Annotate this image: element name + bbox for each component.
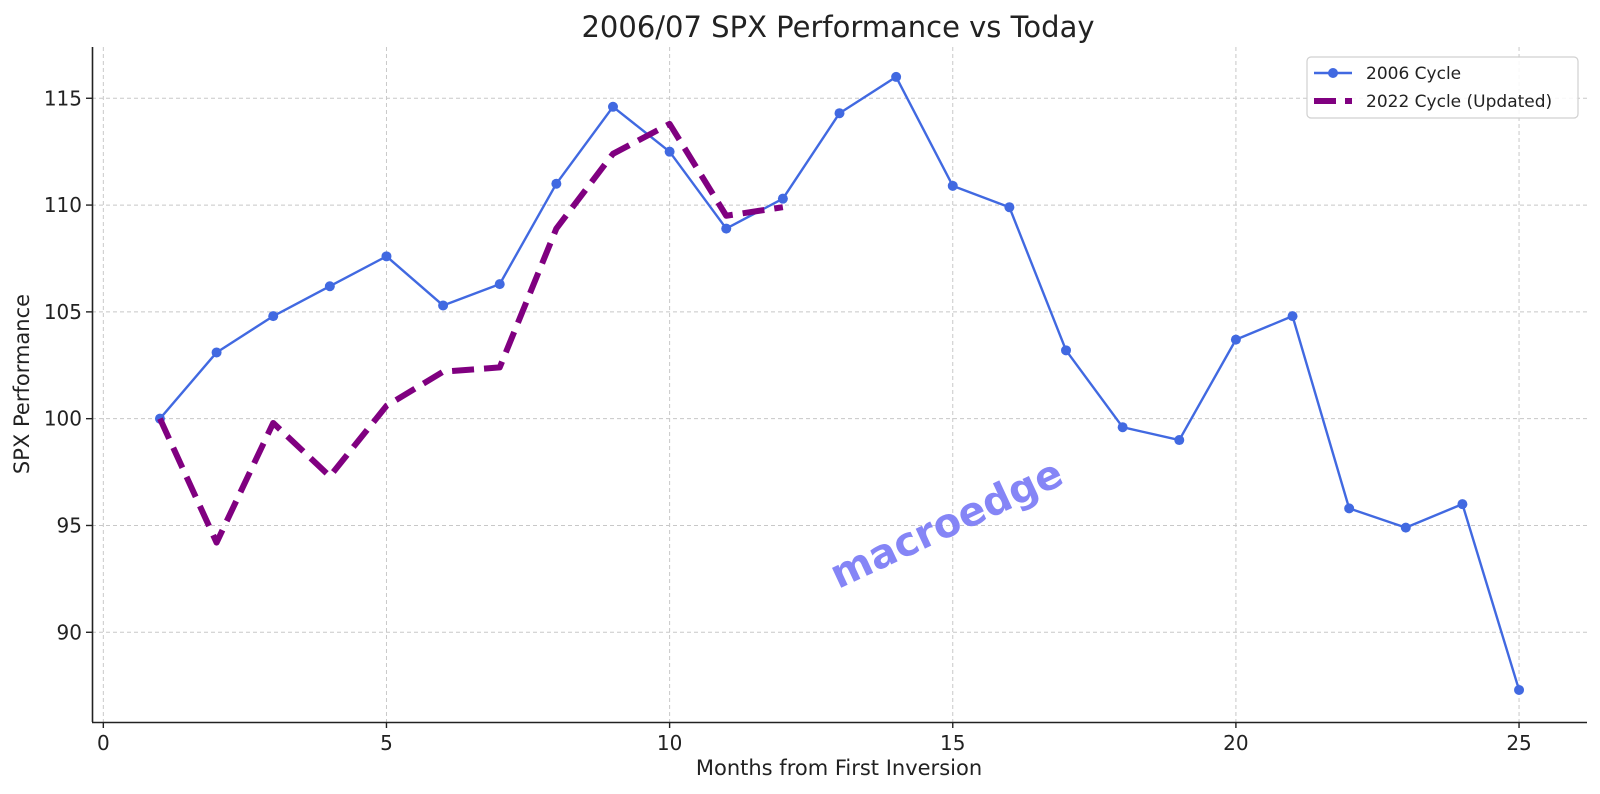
data-point-2006-cycle xyxy=(834,108,845,119)
y-tick-label: 90 xyxy=(57,620,82,644)
data-point-2006-cycle xyxy=(721,223,732,234)
watermark: macroedge xyxy=(823,450,1070,598)
x-axis-ticks: 0 5 10 15 20 25 xyxy=(97,722,1532,755)
y-tick-label: 100 xyxy=(44,407,82,431)
x-tick-label: 15 xyxy=(940,731,965,755)
y-tick-label: 105 xyxy=(44,300,82,324)
data-point-2006-cycle xyxy=(891,71,902,82)
x-axis-title: Months from First Inversion xyxy=(696,756,982,780)
data-point-2006-cycle xyxy=(1457,499,1468,510)
data-point-2006-cycle xyxy=(494,279,505,290)
data-point-2006-cycle xyxy=(268,311,279,322)
x-tick-label: 5 xyxy=(380,731,393,755)
data-point-2006-cycle xyxy=(1004,202,1015,213)
y-tick-label: 95 xyxy=(57,513,82,537)
data-point-2006-cycle xyxy=(664,146,675,157)
data-point-2006-cycle xyxy=(1230,334,1241,345)
data-point-2006-cycle xyxy=(324,281,335,292)
x-tick-label: 10 xyxy=(657,731,682,755)
x-tick-label: 25 xyxy=(1506,731,1531,755)
data-point-2006-cycle xyxy=(438,300,449,311)
chart-title: 2006/07 SPX Performance vs Today xyxy=(581,10,1094,44)
x-tick-label: 20 xyxy=(1223,731,1248,755)
y-axis-ticks: 90 95 100 105 110 115 xyxy=(44,86,92,644)
legend: 2006 Cycle 2022 Cycle (Updated) xyxy=(1306,56,1579,119)
data-point-2006-cycle xyxy=(1061,345,1072,356)
y-tick-label: 115 xyxy=(44,86,82,110)
data-point-2006-cycle xyxy=(1174,435,1185,446)
data-point-2006-cycle xyxy=(1514,684,1525,695)
y-tick-label: 110 xyxy=(44,193,82,217)
legend-box xyxy=(1306,56,1579,119)
data-point-2006-cycle xyxy=(1117,422,1128,433)
data-point-2006-cycle xyxy=(1344,503,1355,514)
series-line-2006-cycle xyxy=(159,75,1521,691)
data-point-2006-cycle xyxy=(607,101,618,112)
data-point-2006-cycle xyxy=(551,178,562,189)
data-point-2006-cycle xyxy=(1287,311,1298,322)
series-line-2022-cycle xyxy=(157,120,784,546)
grid xyxy=(92,47,1587,722)
data-point-2006-cycle xyxy=(777,193,788,204)
data-point-2006-cycle xyxy=(947,180,958,191)
data-point-2006-cycle xyxy=(381,251,392,262)
legend-label-2006: 2006 Cycle xyxy=(1366,64,1461,84)
y-axis-title: SPX Performance xyxy=(10,294,34,474)
data-point-2006-cycle xyxy=(211,347,222,358)
x-tick-label: 0 xyxy=(97,731,110,755)
legend-marker-2006 xyxy=(1328,68,1338,78)
series-layer xyxy=(154,71,1525,695)
legend-label-2022: 2022 Cycle (Updated) xyxy=(1366,92,1552,112)
data-point-2006-cycle xyxy=(1400,522,1411,533)
